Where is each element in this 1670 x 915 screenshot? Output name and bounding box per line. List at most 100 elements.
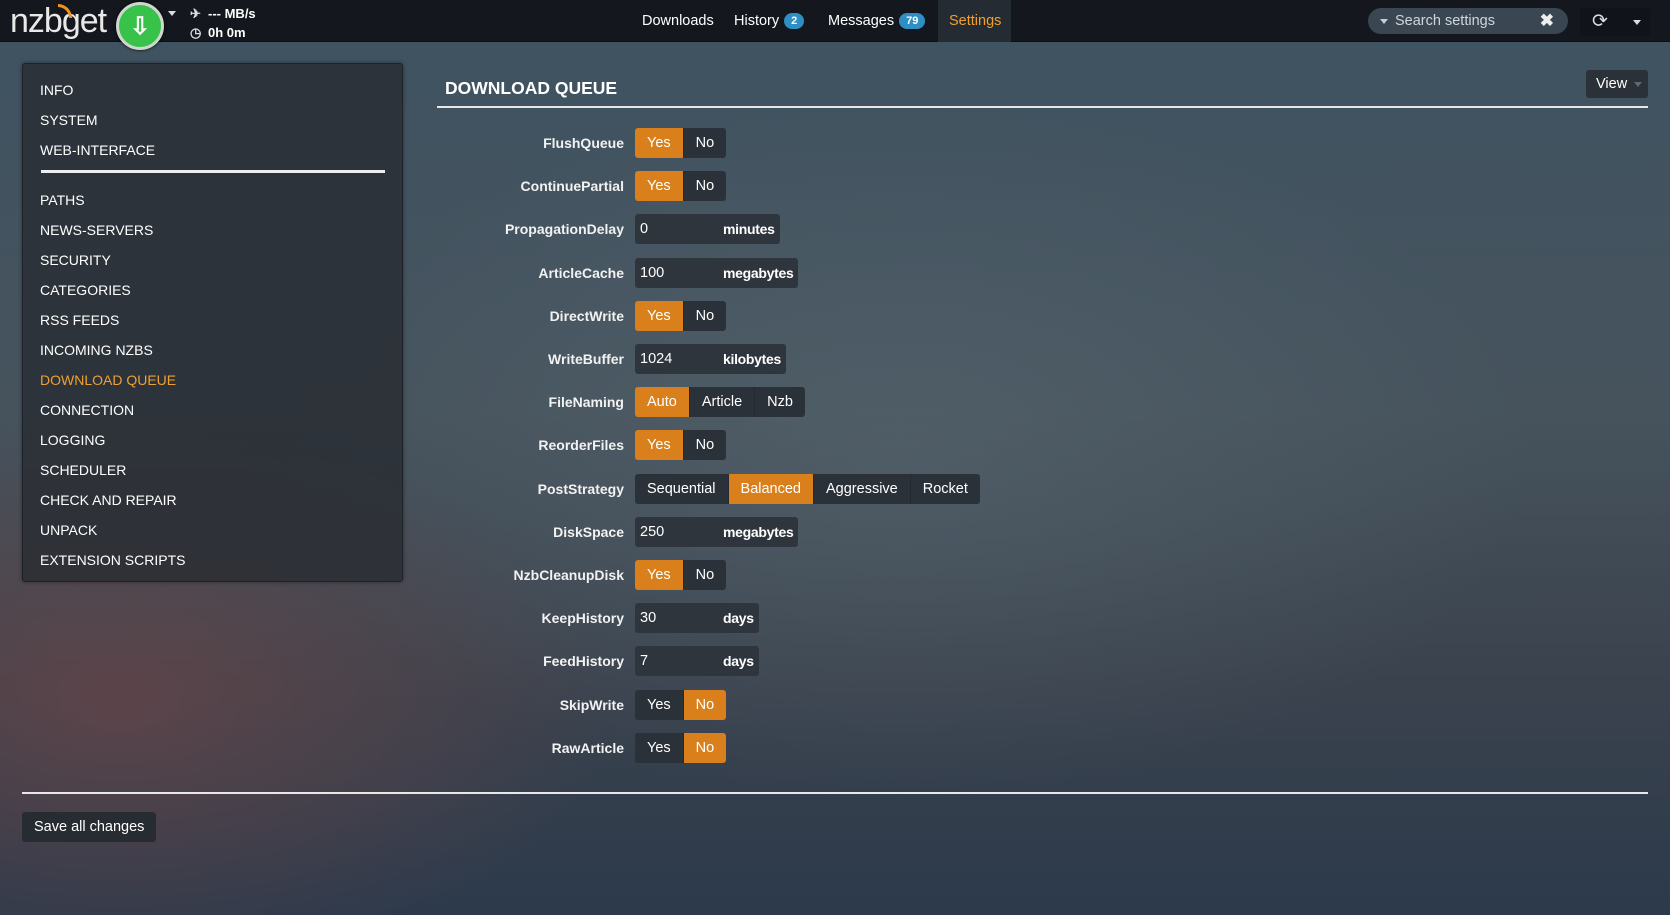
status-info[interactable]: ✈ --- MB/s ◷ 0h 0m [190,4,256,42]
choice-no-button[interactable]: No [683,300,727,331]
choice-yes-button[interactable]: Yes [635,430,684,461]
unit-label: kilobytes [723,351,781,367]
navbar: nzbget ⇩ ✈ --- MB/s ◷ 0h 0m Downloads Hist… [0,0,1670,50]
sidebar-item-system[interactable]: SYSTEM [40,112,98,128]
messages-badge: 79 [899,13,926,29]
unit-label: megabytes [723,264,794,281]
feedhistory-input[interactable] [635,646,723,677]
number-field-group: days [635,603,759,634]
view-label: View [1596,76,1628,92]
choice-nzb-button[interactable]: Nzb [755,387,805,418]
option-switch: Yes No [635,171,727,202]
propagationdelay-input[interactable] [635,214,723,245]
option-rawarticle: RawArticle Yes No [437,732,1237,763]
articlecache-input[interactable] [635,257,723,288]
choice-yes-button[interactable]: Yes [635,300,684,331]
sidebar-item-categories[interactable]: CATEGORIES [40,282,131,298]
writebuffer-input[interactable] [635,344,723,374]
diskspace-input[interactable] [635,516,723,547]
option-label: FeedHistory [543,653,624,670]
option-flushqueue: FlushQueue Yes No [437,128,1237,158]
choice-yes-button[interactable]: Yes [635,689,684,720]
choice-no-button[interactable]: No [683,560,727,590]
clock-icon: ◷ [190,25,202,40]
number-field-group: kilobytes [635,344,786,374]
tab-label: Messages [828,13,895,29]
chevron-down-icon[interactable] [168,11,176,16]
choice-article-button[interactable]: Article [689,387,756,418]
tab-label: Downloads [642,13,714,29]
download-toggle-button[interactable]: ⇩ [116,2,164,50]
view-button[interactable]: View [1586,70,1648,98]
choice-sequential-button[interactable]: Sequential [635,473,729,504]
unit-label: days [723,610,754,627]
unit-label: minutes [723,221,775,238]
clear-search-icon[interactable]: ✖ [1539,11,1554,30]
choice-aggressive-button[interactable]: Aggressive [814,473,911,504]
choice-no-button[interactable]: No [683,430,727,461]
option-feedhistory: FeedHistory days [437,646,1237,677]
sidebar-item-news-servers[interactable]: NEWS-SERVERS [40,222,154,238]
chevron-down-icon[interactable] [1633,20,1641,25]
option-poststrategy: PostStrategy Sequential Balanced Aggressive… [437,473,1237,504]
choice-no-button[interactable]: No [683,128,727,158]
sidebar-item-check-and-repair[interactable]: CHECK AND REPAIR [40,492,177,508]
option-label: PropagationDelay [504,221,624,238]
number-field-group: megabytes [635,257,799,288]
sidebar-item-rss-feeds[interactable]: RSS FEEDS [40,312,120,328]
save-all-changes-button[interactable]: Save all changes [22,812,157,842]
option-switch: Auto Article Nzb [635,387,805,418]
choice-auto-button[interactable]: Auto [635,387,690,418]
choice-rocket-button[interactable]: Rocket [910,473,980,504]
refresh-icon[interactable]: ⟳ [1592,11,1608,32]
option-switch: Yes No [635,128,727,158]
choice-yes-button[interactable]: Yes [635,732,684,763]
sidebar: INFO SYSTEM WEB-INTERFACE PATHS NEWS-SERVERS… [22,63,403,582]
sidebar-item-security[interactable]: SECURITY [40,252,111,268]
option-label: WriteBuffer [548,351,624,367]
option-skipwrite: SkipWrite Yes No [437,689,1237,720]
option-label: DiskSpace [553,523,624,540]
sidebar-item-web-interface[interactable]: WEB-INTERFACE [40,142,156,158]
option-propagationdelay: PropagationDelay minutes [437,214,1237,245]
tab-label: Settings [949,13,1002,29]
number-field-group: megabytes [635,516,799,547]
option-switch: Sequential Balanced Aggressive Rocket [635,473,980,504]
sidebar-item-unpack[interactable]: UNPACK [40,522,98,538]
option-label: ReorderFiles [538,437,624,454]
search-placeholder: Search settings [1395,13,1495,29]
tab-settings[interactable]: Settings [938,0,1011,42]
sidebar-item-extension-scripts[interactable]: EXTENSION SCRIPTS [40,552,186,568]
search-input[interactable]: Search settings ✖ [1368,8,1568,34]
sidebar-item-info[interactable]: INFO [40,82,74,98]
choice-yes-button[interactable]: Yes [635,560,684,590]
choice-yes-button[interactable]: Yes [635,171,684,202]
choice-yes-button[interactable]: Yes [635,128,684,158]
sidebar-item-connection[interactable]: CONNECTION [40,402,135,418]
option-keephistory: KeepHistory days [437,603,1237,634]
chevron-down-icon[interactable] [1380,19,1388,24]
option-switch: Yes No [635,560,727,590]
tab-history[interactable]: History 2 [724,0,814,42]
choice-no-button[interactable]: No [683,732,727,763]
choice-no-button[interactable]: No [683,171,727,202]
tab-downloads[interactable]: Downloads [632,0,724,42]
sidebar-item-logging[interactable]: LOGGING [40,432,106,448]
tab-label: History [734,13,780,29]
logo[interactable]: nzbget [10,2,107,41]
choice-no-button[interactable]: No [683,689,727,720]
keephistory-input[interactable] [635,603,723,634]
number-field-group: days [635,646,759,677]
sidebar-item-scheduler[interactable]: SCHEDULER [40,462,127,478]
tab-messages[interactable]: Messages 79 [818,0,935,42]
choice-balanced-button[interactable]: Balanced [728,473,814,504]
option-label: FlushQueue [543,135,624,151]
option-label: PostStrategy [537,480,624,497]
sidebar-item-paths[interactable]: PATHS [40,192,85,208]
option-articlecache: ArticleCache megabytes [437,257,1237,288]
sidebar-item-incoming-nzbs[interactable]: INCOMING NZBS [40,342,153,358]
sidebar-item-download-queue[interactable]: DOWNLOAD QUEUE [40,372,177,388]
option-reorderfiles: ReorderFiles Yes No [437,430,1237,461]
option-continuepartial: ContinuePartial Yes No [437,171,1237,202]
option-label: RawArticle [551,739,624,756]
